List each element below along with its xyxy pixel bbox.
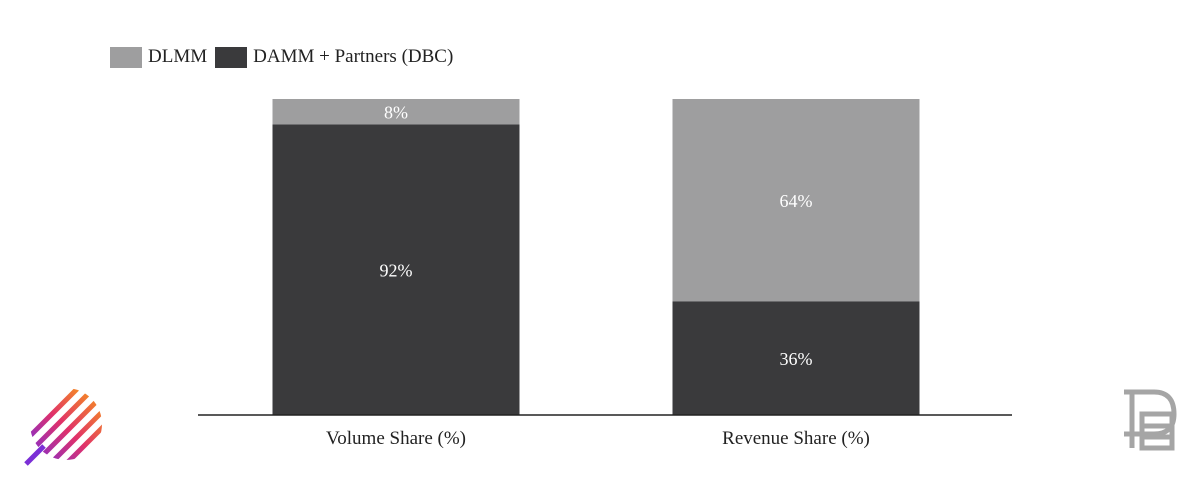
- data-label-dlmm-1: 64%: [780, 191, 813, 211]
- legend-swatch-dlmm: [110, 46, 142, 68]
- data-label-dlmm-0: 8%: [384, 103, 408, 123]
- legend-label-damm: DAMM + Partners (DBC): [253, 46, 454, 67]
- legend: DLMM DAMM + Partners (DBC): [110, 46, 461, 68]
- legend-swatch-damm: [215, 46, 248, 68]
- x-tick-label-1: Revenue Share (%): [722, 428, 870, 449]
- bar-damm-1: [672, 301, 920, 415]
- legend-label-dlmm: DLMM: [148, 46, 208, 67]
- data-label-damm-1: 36%: [780, 349, 813, 369]
- striped-circle-logo-icon: [24, 388, 102, 466]
- data-label-damm-0: 92%: [380, 261, 413, 281]
- legend-item-dlmm: DLMM: [110, 46, 207, 68]
- monogram-logo-icon: [1124, 389, 1177, 451]
- x-tick-label-0: Volume Share (%): [326, 428, 466, 449]
- bar-dlmm-1: [672, 99, 920, 302]
- bar-dlmm-0: [272, 99, 520, 125]
- bar-damm-0: [272, 124, 520, 415]
- legend-item-damm: DAMM + Partners (DBC): [215, 46, 453, 68]
